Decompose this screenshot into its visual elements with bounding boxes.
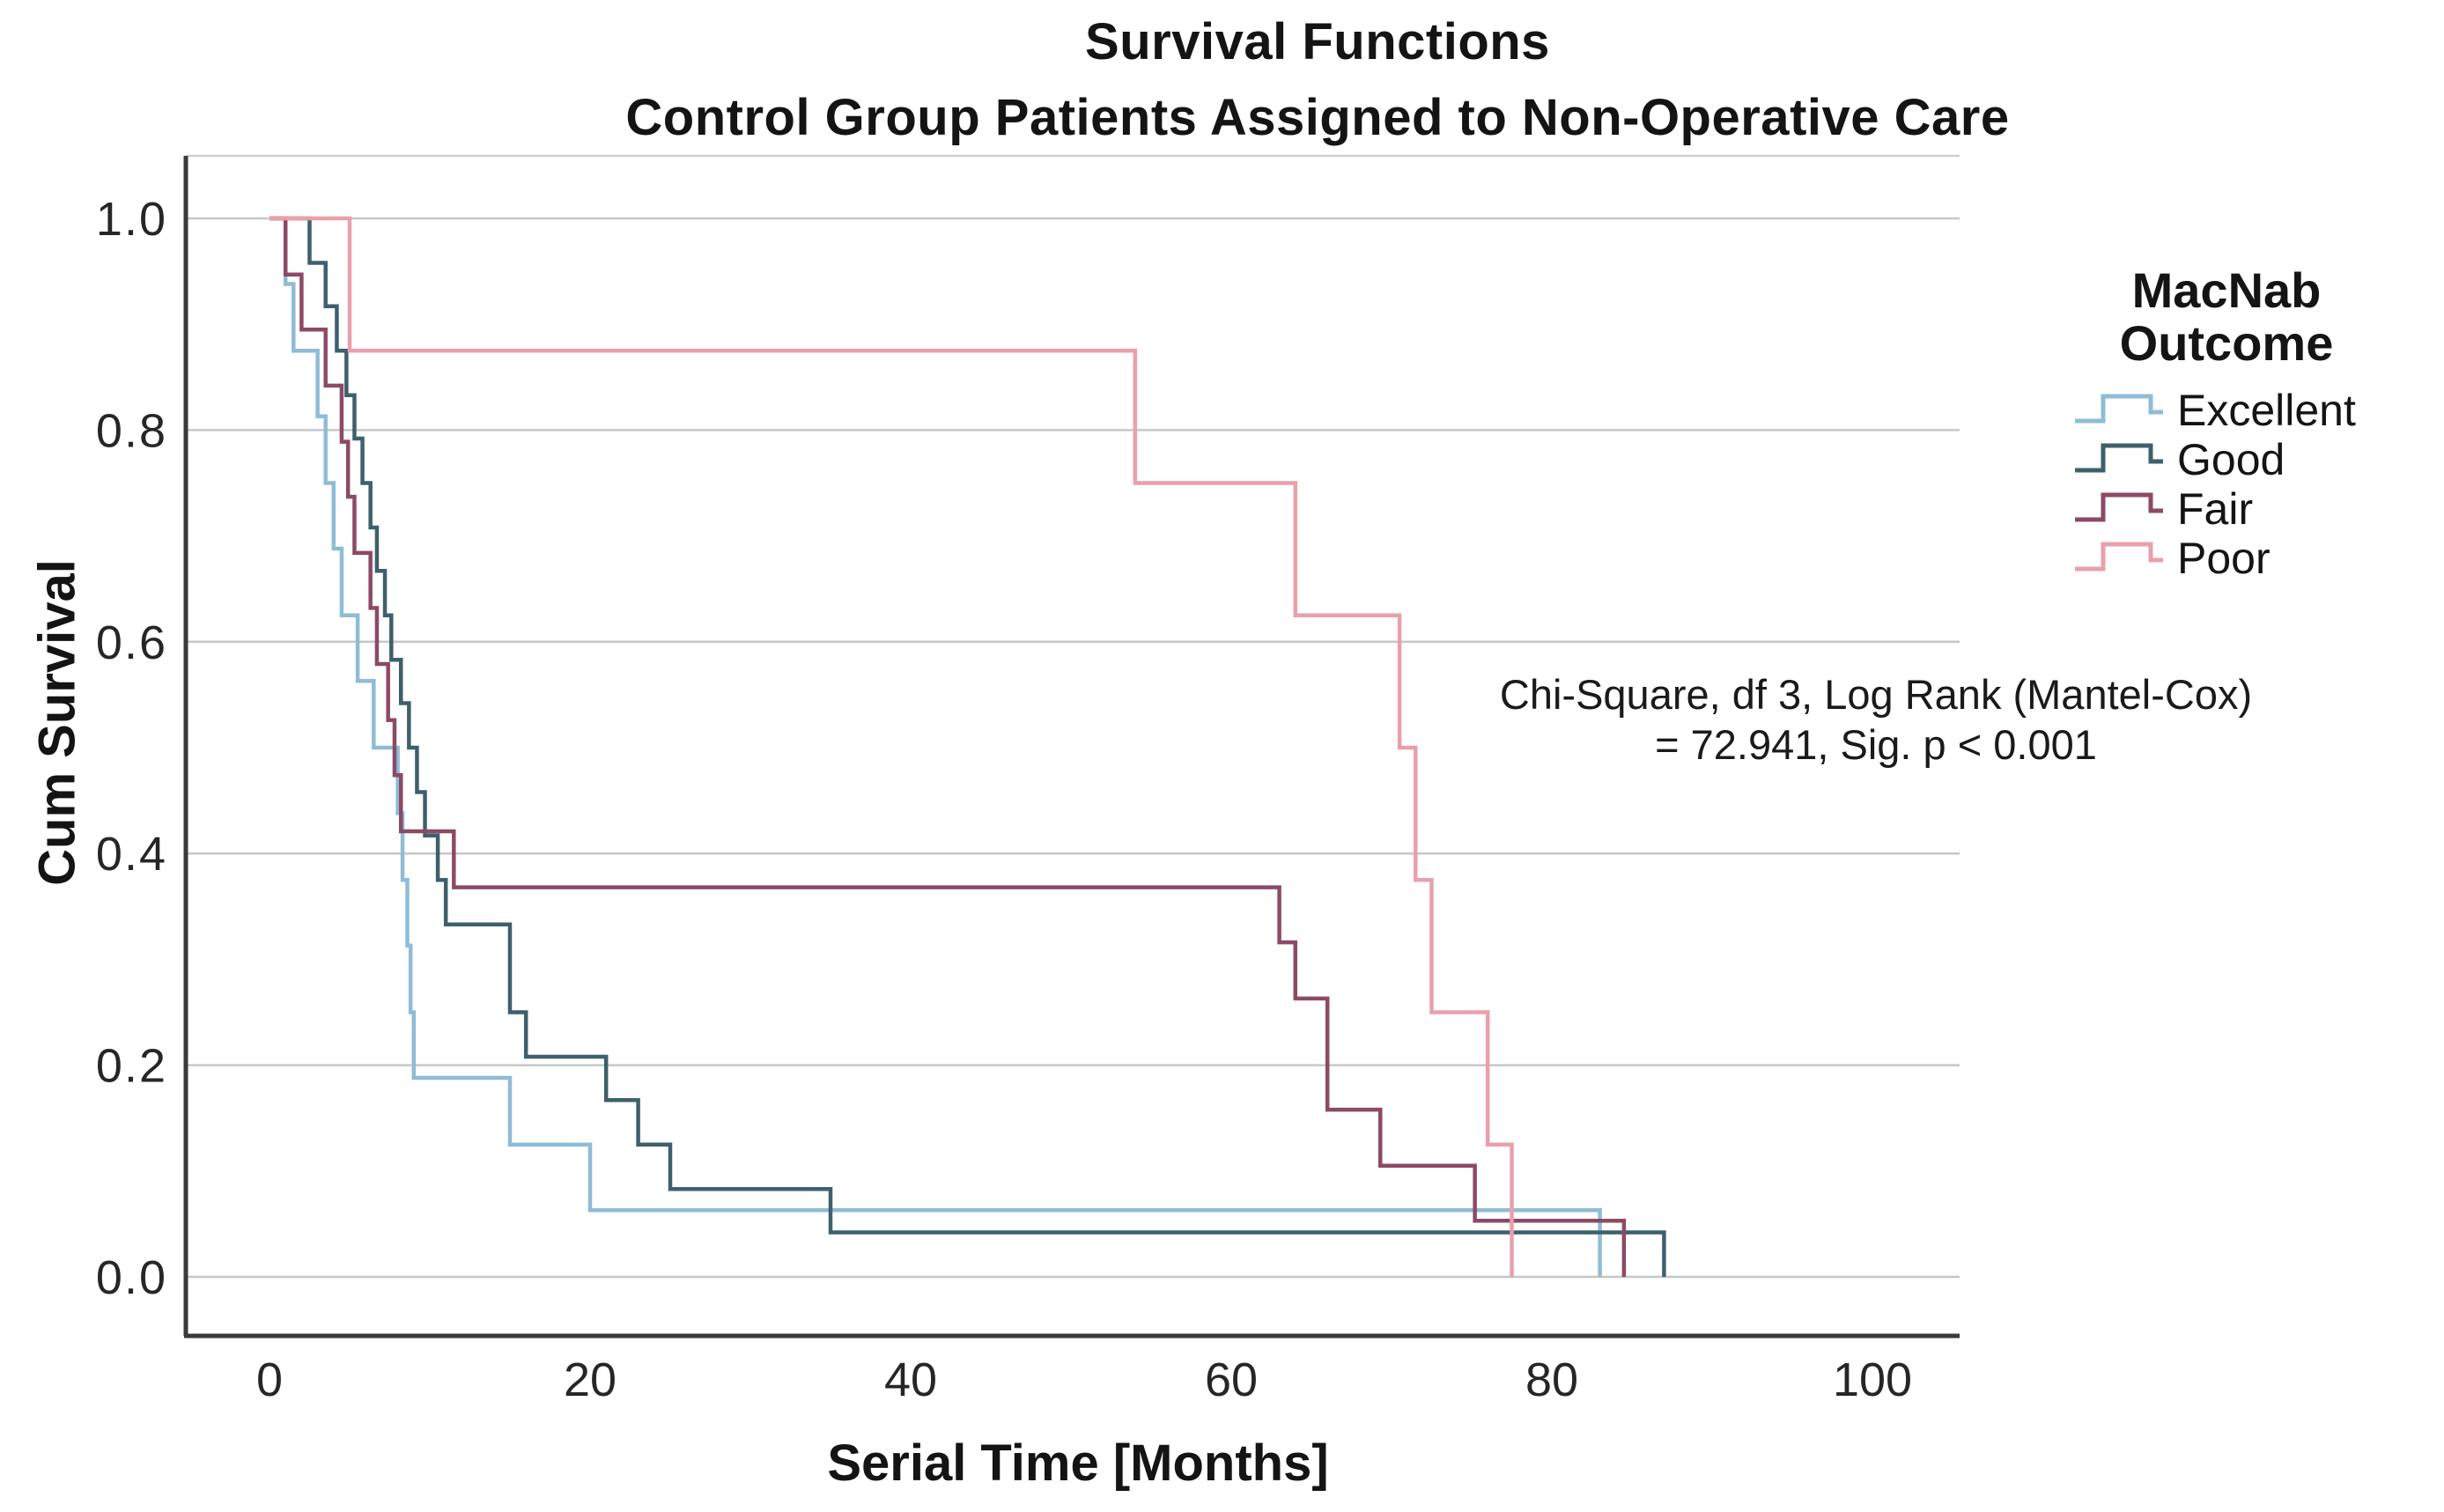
log-rank-annotation-line1: Chi-Square, df 3, Log Rank (Mantel-Cox) xyxy=(1499,671,2253,718)
legend-step-line-path xyxy=(2075,394,2163,424)
log-rank-annotation-line2: = 72.941, Sig. p < 0.001 xyxy=(1655,721,2097,768)
legend-step-line-icon xyxy=(2075,394,2163,424)
chart-title: Survival Functions xyxy=(1085,13,1550,70)
legend-title-line2: Outcome xyxy=(2119,315,2334,371)
legend-step-line-path xyxy=(2075,443,2163,473)
log-rank-annotation: Chi-Square, df 3, Log Rank (Mantel-Cox) … xyxy=(1431,669,2321,770)
x-tick-label-80: 80 xyxy=(1525,1353,1578,1406)
legend-item-good: Good xyxy=(2071,435,2424,484)
y-tick-label-0.6: 0.6 xyxy=(96,616,167,669)
y-tick-label-1.0: 1.0 xyxy=(96,193,167,246)
legend-item-label: Excellent xyxy=(2177,386,2356,435)
y-tick-label-0.4: 0.4 xyxy=(96,828,167,881)
x-tick-label-100: 100 xyxy=(1833,1353,1912,1406)
legend-step-line-icon xyxy=(2075,492,2163,522)
legend-title: MacNab Outcome xyxy=(2071,264,2381,370)
chart-subtitle: Control Group Patients Assigned to Non-O… xyxy=(625,89,2010,146)
y-tick-label-0.2: 0.2 xyxy=(96,1040,167,1093)
x-tick-label-60: 60 xyxy=(1205,1353,1258,1406)
legend-item-label: Poor xyxy=(2177,534,2270,583)
x-axis-title: Serial Time [Months] xyxy=(827,1435,1329,1492)
legend-step-line-icon xyxy=(2075,443,2163,473)
survival-curve-fair xyxy=(270,216,1627,1277)
legend-item-label: Fair xyxy=(2177,484,2254,534)
legend-item-excellent: Excellent xyxy=(2071,386,2424,435)
y-tick-label-0.8: 0.8 xyxy=(96,404,167,457)
legend-item-label: Good xyxy=(2177,435,2285,484)
x-tick-label-20: 20 xyxy=(564,1353,617,1406)
legend-item-fair: Fair xyxy=(2071,484,2424,534)
survival-curve-excellent xyxy=(270,216,1602,1277)
x-tick-label-40: 40 xyxy=(884,1353,937,1406)
legend-step-line-path xyxy=(2075,492,2163,522)
legend-item-poor: Poor xyxy=(2071,534,2424,583)
legend-items: Excellent Good Fair Poor xyxy=(2071,386,2424,583)
survival-curve-poor xyxy=(270,216,1514,1277)
x-tick-label-0: 0 xyxy=(256,1353,283,1406)
survival-curve-good xyxy=(270,216,1666,1277)
legend: MacNab Outcome Excellent Good Fair Poor xyxy=(2071,264,2424,583)
legend-title-line1: MacNab xyxy=(2131,262,2322,318)
legend-step-line-icon xyxy=(2075,542,2163,572)
legend-step-line-path xyxy=(2075,542,2163,572)
y-tick-label-0.0: 0.0 xyxy=(96,1251,167,1304)
y-axis-title: Cum Survival xyxy=(28,559,86,886)
